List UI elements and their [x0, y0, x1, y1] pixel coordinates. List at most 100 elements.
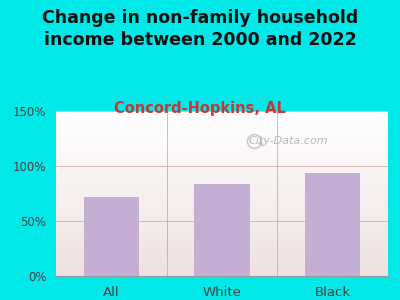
- Bar: [56, 165, 388, 166]
- Bar: [56, 170, 388, 171]
- Bar: [56, 239, 388, 240]
- Bar: [56, 183, 388, 184]
- Bar: [56, 118, 388, 119]
- Bar: [56, 219, 388, 220]
- Bar: [56, 169, 388, 170]
- Bar: [56, 161, 388, 162]
- Bar: [56, 152, 388, 153]
- Bar: [56, 128, 388, 129]
- Bar: [56, 216, 388, 217]
- Bar: [56, 272, 388, 273]
- Bar: [56, 269, 388, 270]
- Bar: [56, 143, 388, 144]
- Bar: [56, 146, 388, 147]
- Bar: [56, 178, 388, 179]
- Bar: [56, 263, 388, 264]
- Bar: [56, 213, 388, 214]
- Bar: [56, 266, 388, 267]
- Bar: [56, 260, 388, 261]
- Bar: [56, 121, 388, 122]
- Bar: [56, 229, 388, 230]
- Bar: [56, 235, 388, 236]
- Bar: [56, 270, 388, 271]
- Bar: [56, 120, 388, 121]
- Bar: [56, 171, 388, 172]
- Bar: [56, 163, 388, 164]
- Bar: [56, 153, 388, 154]
- Bar: [56, 136, 388, 137]
- Bar: [56, 150, 388, 151]
- Bar: [56, 164, 388, 165]
- Bar: [56, 138, 388, 139]
- Bar: [56, 247, 388, 248]
- Bar: [56, 249, 388, 250]
- Bar: [56, 217, 388, 218]
- Bar: [56, 160, 388, 161]
- Bar: [56, 117, 388, 118]
- Bar: [56, 189, 388, 190]
- Bar: [56, 130, 388, 131]
- Bar: [56, 215, 388, 216]
- Bar: [56, 160, 388, 161]
- Bar: [56, 173, 388, 174]
- Bar: [56, 147, 388, 148]
- Bar: [56, 159, 388, 160]
- Bar: [56, 202, 388, 203]
- Bar: [56, 115, 388, 116]
- Bar: [56, 151, 388, 152]
- Bar: [56, 172, 388, 173]
- Bar: [56, 123, 388, 124]
- Text: Change in non-family household
income between 2000 and 2022: Change in non-family household income be…: [42, 9, 358, 49]
- Bar: [56, 236, 388, 237]
- Bar: [56, 197, 388, 198]
- Bar: [56, 111, 388, 112]
- Bar: [56, 273, 388, 274]
- Bar: [56, 162, 388, 163]
- Bar: [56, 231, 388, 232]
- Bar: [56, 204, 388, 205]
- Text: City-Data.com: City-Data.com: [249, 136, 328, 146]
- Bar: [56, 222, 388, 223]
- Bar: [56, 145, 388, 146]
- Bar: [56, 176, 388, 177]
- Bar: [56, 122, 388, 123]
- Bar: [56, 129, 388, 130]
- Bar: [56, 201, 388, 202]
- Bar: [56, 158, 388, 159]
- Bar: [56, 187, 388, 188]
- Bar: [56, 245, 388, 246]
- Bar: [56, 125, 388, 126]
- Bar: [56, 241, 388, 242]
- Bar: [56, 140, 388, 141]
- Bar: [56, 223, 388, 224]
- Bar: [56, 124, 388, 125]
- Bar: [56, 193, 388, 194]
- Bar: [84, 197, 139, 276]
- Bar: [56, 254, 388, 255]
- Bar: [56, 207, 388, 208]
- Bar: [56, 198, 388, 199]
- Bar: [56, 250, 388, 251]
- Bar: [56, 261, 388, 262]
- Bar: [56, 156, 388, 157]
- Bar: [56, 185, 388, 186]
- Bar: [56, 182, 388, 183]
- Bar: [56, 253, 388, 254]
- Bar: [56, 265, 388, 266]
- Bar: [56, 243, 388, 244]
- Bar: [56, 167, 388, 168]
- Bar: [56, 181, 388, 182]
- Bar: [56, 268, 388, 269]
- Bar: [56, 244, 388, 245]
- Bar: [56, 203, 388, 204]
- Bar: [56, 226, 388, 227]
- Bar: [56, 255, 388, 256]
- Bar: [56, 262, 388, 263]
- Bar: [56, 275, 388, 276]
- Bar: [56, 126, 388, 127]
- Bar: [56, 248, 388, 249]
- Bar: [56, 244, 388, 245]
- Bar: [56, 257, 388, 258]
- Bar: [56, 112, 388, 113]
- Bar: [56, 177, 388, 178]
